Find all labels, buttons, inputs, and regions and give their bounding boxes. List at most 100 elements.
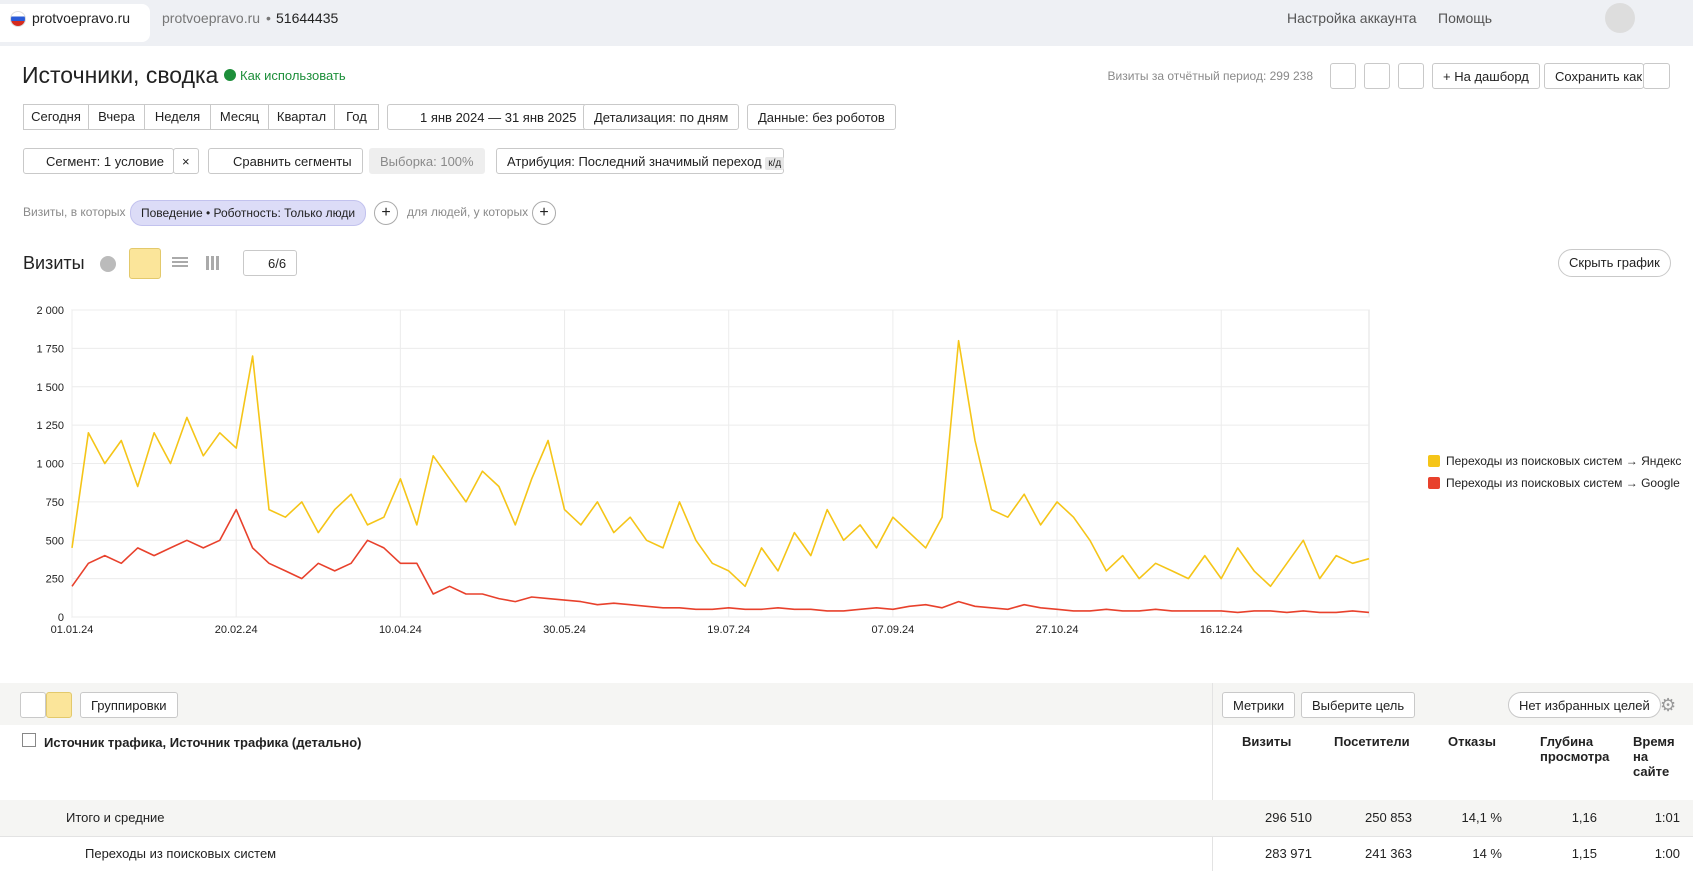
row-label: Переходы из поисковых систем: [85, 846, 277, 861]
legend-label: Переходы из поисковых систем → Google: [1446, 476, 1680, 490]
x-tick-label: 01.01.24: [51, 624, 94, 636]
avatar[interactable]: [1605, 3, 1635, 33]
export-button[interactable]: [1364, 63, 1390, 89]
flag-icon: [10, 11, 26, 27]
data-filter-button[interactable]: Данные: без роботов: [747, 104, 896, 130]
x-tick-label: 07.09.24: [871, 624, 914, 636]
column-header[interactable]: Отказы: [1448, 734, 1496, 749]
cell: 14 %: [1472, 846, 1502, 861]
favorites-button[interactable]: Нет избранных целей: [1508, 692, 1661, 718]
bar-view[interactable]: [206, 256, 220, 270]
assistant-button[interactable]: [1398, 63, 1424, 89]
period-button[interactable]: Год: [334, 104, 379, 130]
column-header[interactable]: Визиты: [1242, 734, 1292, 749]
cell: 1:00: [1654, 846, 1680, 861]
page-title: Источники, сводка: [22, 62, 219, 88]
to-dashboard-label: На дашборд: [1454, 69, 1529, 84]
notes-button[interactable]: 6/6: [243, 250, 298, 276]
y-tick-label: 250: [46, 574, 64, 586]
cell: 14,1 %: [1461, 810, 1502, 825]
to-dashboard-button[interactable]: + На дашборд: [1432, 63, 1540, 89]
column-header[interactable]: Глубина просмотра: [1540, 734, 1610, 764]
period-button[interactable]: Квартал: [268, 104, 335, 130]
save-as-dropdown[interactable]: [1643, 63, 1670, 89]
y-tick-label: 500: [46, 535, 64, 547]
cell: 241 363: [1365, 846, 1412, 861]
y-tick-label: 1 250: [36, 420, 64, 432]
info-icon: [224, 69, 236, 81]
how-to-link[interactable]: Как использовать: [240, 68, 346, 83]
pie-view[interactable]: [100, 256, 116, 272]
attribution-button[interactable]: Атрибуция: Последний значимый переход к/…: [496, 148, 785, 174]
tree-view[interactable]: [46, 692, 72, 718]
column-separator: [1212, 683, 1213, 871]
metrics-button[interactable]: Метрики: [1222, 692, 1296, 718]
legend-swatch: [1428, 477, 1440, 489]
dimension-header: Источник трафика, Источник трафика (дета…: [44, 735, 362, 750]
chart: 0 250 500 750 1 000 1 250 1 500 1 750 2 000 01.01…: [36, 305, 1681, 636]
legend-swatch: [1428, 455, 1440, 467]
table-toolbar: [0, 683, 1693, 725]
x-tick-label: 19.07.24: [707, 624, 750, 636]
dimension-checkbox[interactable]: [22, 733, 36, 747]
cell: 1:01: [1654, 810, 1680, 825]
y-tick-label: 2 000: [36, 305, 64, 317]
y-tick-label: 1 000: [36, 459, 64, 471]
settings-icon[interactable]: ⚙: [1660, 695, 1677, 715]
top-bar: [0, 0, 1693, 46]
y-tick-label: 1 750: [36, 343, 64, 355]
cell: 250 853: [1365, 810, 1412, 825]
save-as-button[interactable]: Сохранить как: [1544, 63, 1644, 89]
line-view[interactable]: [129, 248, 161, 279]
filter-chip[interactable]: Поведение • Роботность: Только люди: [130, 200, 367, 226]
date-range-button[interactable]: 1 янв 2024 — 31 янв 2025: [387, 104, 588, 130]
filter-people: для людей, у которых: [407, 205, 529, 219]
period-button[interactable]: Неделя: [144, 104, 211, 130]
counter-site[interactable]: protvoepravo.ru: [162, 10, 261, 26]
column-header[interactable]: Посетители: [1334, 734, 1410, 749]
cell: 296 510: [1265, 810, 1312, 825]
series-line: [71, 508, 1370, 614]
hide-chart-button[interactable]: Скрыть график: [1558, 249, 1671, 277]
column-header[interactable]: Время на сайте: [1633, 734, 1675, 779]
x-tick-label: 20.02.24: [215, 624, 258, 636]
area-view[interactable]: [172, 257, 188, 269]
groupings-button[interactable]: Группировки: [80, 692, 178, 718]
period-button[interactable]: Сегодня: [23, 104, 89, 130]
y-tick-label: 750: [46, 497, 64, 509]
x-tick-label: 27.10.24: [1036, 624, 1079, 636]
cell: 1,16: [1571, 810, 1597, 825]
visits-total: Визиты за отчётный период: 299 238: [1107, 69, 1314, 83]
segment-clear[interactable]: ×: [173, 148, 199, 174]
row-divider: [0, 836, 1693, 837]
cell: 283 971: [1265, 846, 1312, 861]
add-condition[interactable]: +: [374, 201, 398, 225]
site-name: protvoepravo.ru: [32, 10, 131, 26]
add-people-condition[interactable]: +: [532, 201, 556, 225]
history-button[interactable]: [1330, 63, 1356, 89]
segment-button[interactable]: Сегмент: 1 условие: [23, 148, 174, 174]
period-button[interactable]: Месяц: [210, 104, 269, 130]
sample-button: Выборка: 100%: [369, 148, 485, 174]
series-line: [71, 339, 1370, 588]
detail-button[interactable]: Детализация: по дням: [583, 104, 740, 130]
account-settings[interactable]: Настройка аккаунта: [1287, 10, 1417, 26]
period-button[interactable]: Вчера: [88, 104, 145, 130]
attribution-tag: к/д: [765, 157, 785, 170]
legend-label: Переходы из поисковых систем → Яндекс: [1446, 454, 1681, 468]
y-tick-label: 0: [58, 612, 64, 624]
x-tick-label: 30.05.24: [543, 624, 586, 636]
totals-row: [0, 800, 1693, 836]
chart-title: Визиты: [23, 253, 85, 273]
list-view[interactable]: [20, 692, 46, 718]
y-tick-label: 1 500: [36, 382, 64, 394]
cell: 1,15: [1571, 846, 1597, 861]
help-menu[interactable]: Помощь: [1438, 10, 1493, 26]
row-label: Итого и средние: [66, 810, 165, 825]
counter-id: 51644435: [276, 10, 339, 26]
site-selector[interactable]: [0, 4, 150, 42]
attribution-label: Атрибуция: Последний значимый переход: [507, 154, 762, 169]
compare-button[interactable]: Сравнить сегменты: [208, 148, 363, 174]
goal-button[interactable]: Выберите цель: [1301, 692, 1416, 718]
